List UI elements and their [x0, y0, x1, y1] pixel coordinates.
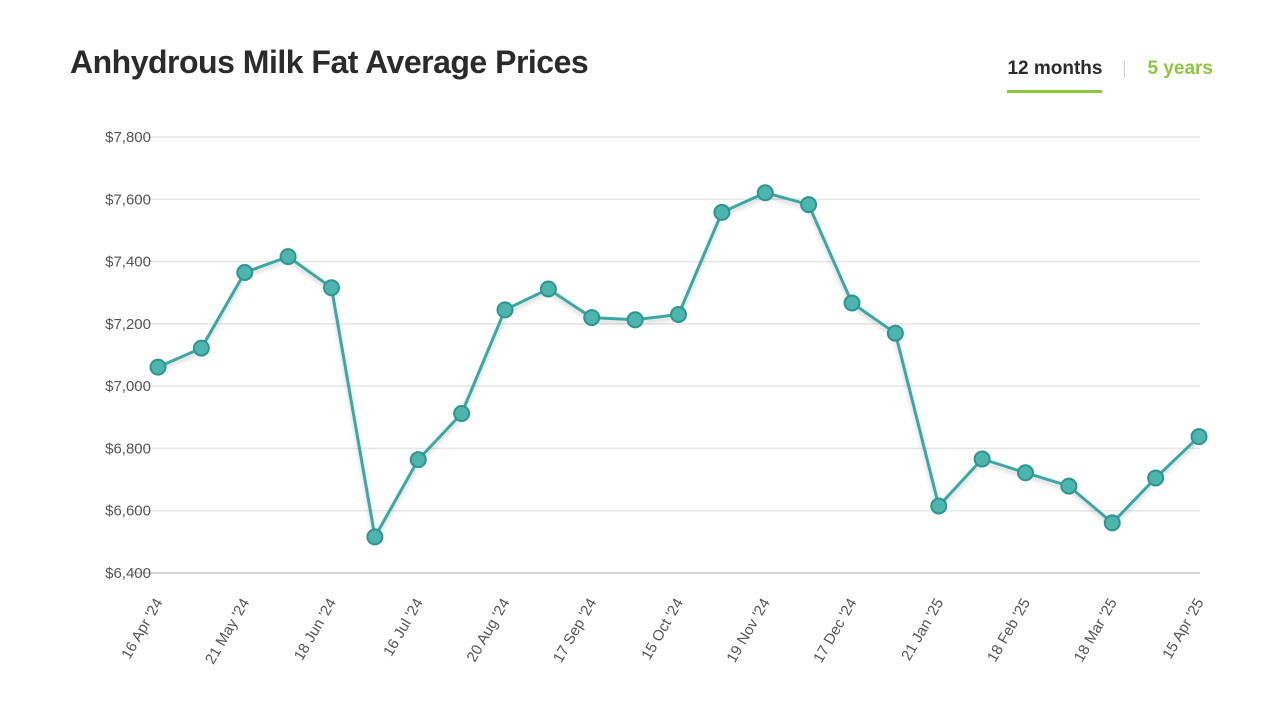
- y-tick-label: $6,400: [105, 565, 151, 582]
- tab-separator: [1124, 60, 1126, 78]
- data-point[interactable]: [149, 358, 167, 376]
- data-point[interactable]: [930, 497, 948, 515]
- data-point[interactable]: [626, 311, 644, 329]
- y-tick-label: $7,000: [105, 378, 151, 395]
- x-tick-label: 20 Aug '24: [464, 596, 514, 666]
- data-point[interactable]: [496, 301, 514, 319]
- data-point[interactable]: [800, 196, 818, 214]
- data-point[interactable]: [539, 280, 557, 298]
- data-point[interactable]: [1103, 514, 1121, 532]
- x-tick-label: 15 Oct '24: [638, 596, 687, 663]
- data-point[interactable]: [366, 528, 384, 546]
- y-tick-label: $7,200: [105, 316, 151, 333]
- y-tick-label: $7,600: [105, 191, 151, 208]
- y-tick-label: $7,400: [105, 254, 151, 271]
- data-point[interactable]: [1147, 469, 1165, 487]
- x-axis: 16 Apr '24 21 May '24 18 Jun '24 16 Jul '24…: [118, 596, 1207, 668]
- data-point[interactable]: [886, 324, 904, 342]
- data-point[interactable]: [756, 184, 774, 202]
- data-point[interactable]: [1190, 428, 1208, 446]
- data-point[interactable]: [453, 405, 471, 423]
- data-point[interactable]: [192, 339, 210, 357]
- data-point[interactable]: [670, 306, 687, 324]
- data-point[interactable]: [323, 279, 340, 297]
- grid-lines: [132, 136, 1200, 574]
- x-tick-label: 15 Apr '25: [1159, 596, 1207, 663]
- x-tick-label: 19 Nov '24: [723, 596, 773, 666]
- data-point[interactable]: [843, 294, 861, 312]
- x-tick-label: 16 Apr '24: [118, 596, 166, 663]
- x-tick-label: 18 Mar '25: [1071, 596, 1121, 665]
- data-point[interactable]: [583, 309, 601, 327]
- series-avg-price: [149, 184, 1208, 546]
- range-tabs: 12 months 5 years: [1007, 58, 1213, 93]
- x-tick-label: 17 Dec '24: [810, 596, 860, 666]
- tab-5-years[interactable]: 5 years: [1147, 58, 1213, 79]
- y-axis: $7,800 $7,600 $7,400 $7,200 $7,000 $6,800 $6,6…: [105, 129, 151, 582]
- data-point[interactable]: [279, 248, 297, 266]
- series-line: [156, 191, 1201, 539]
- data-point[interactable]: [1017, 464, 1034, 482]
- x-tick-label: 16 Jul '24: [380, 596, 427, 660]
- data-point[interactable]: [1060, 477, 1078, 495]
- chart-title: Anhydrous Milk Fat Average Prices: [70, 44, 589, 80]
- data-point[interactable]: [713, 203, 731, 221]
- x-tick-label: 21 May '24: [202, 596, 253, 668]
- data-point[interactable]: [973, 450, 991, 468]
- x-tick-label: 21 Jan '25: [898, 596, 947, 664]
- y-tick-label: $7,800: [105, 129, 151, 146]
- data-point[interactable]: [236, 263, 254, 281]
- y-tick-label: $6,800: [105, 440, 151, 457]
- tab-12-months[interactable]: 12 months: [1007, 58, 1103, 93]
- x-tick-label: 17 Sep '24: [550, 596, 600, 666]
- data-point[interactable]: [409, 451, 427, 469]
- x-tick-label: 18 Jun '24: [291, 596, 340, 664]
- y-tick-label: $6,600: [105, 503, 151, 520]
- x-tick-label: 18 Feb '25: [984, 596, 1034, 665]
